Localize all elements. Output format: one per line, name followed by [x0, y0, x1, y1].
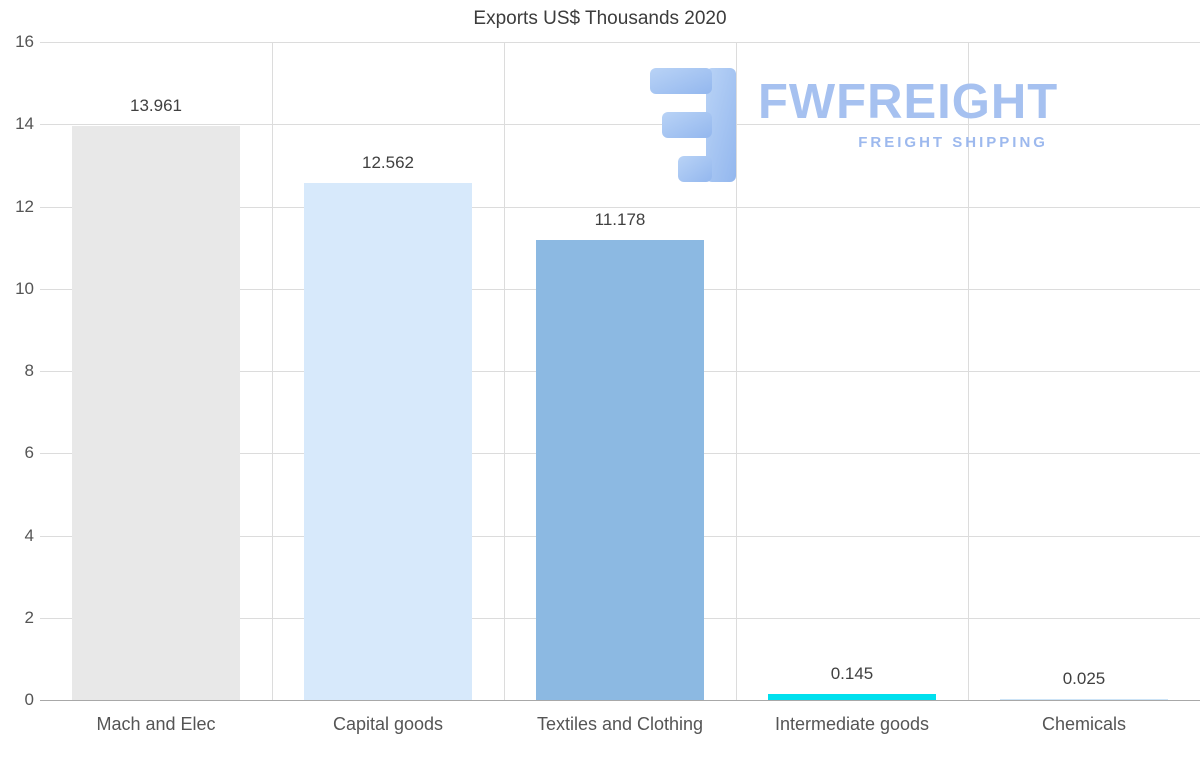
bar-value-label: 13.961 — [130, 95, 182, 115]
bar-intermediate-goods — [768, 694, 936, 700]
logo-name: FWFREIGHT — [758, 75, 1059, 129]
gridline-vertical — [272, 42, 273, 700]
bar-textiles-and-clothing — [536, 240, 704, 700]
gridline-vertical — [736, 42, 737, 700]
y-axis-tick-label: 14 — [15, 114, 34, 134]
x-axis-line — [40, 700, 1200, 701]
y-axis-tick-label: 4 — [24, 525, 34, 545]
gridline-horizontal — [40, 124, 1200, 126]
x-axis-category-label: Intermediate goods — [774, 714, 930, 734]
x-axis-category-label: Textiles and Clothing — [536, 714, 704, 734]
bar-value-label: 0.145 — [830, 664, 874, 684]
bar-chemicals — [1000, 698, 1168, 700]
fwfreight-logo-icon — [650, 68, 736, 182]
x-axis-category-label: Chemicals — [1041, 714, 1127, 734]
y-axis-tick-label: 8 — [24, 361, 34, 380]
logo-tagline: FREIGHT SHIPPING — [858, 133, 1048, 151]
x-axis-category-label: Mach and Elec — [96, 714, 216, 734]
bar-capital-goods — [304, 183, 472, 700]
bar-value-label: 0.025 — [1062, 668, 1106, 688]
bar-mach-and-elec — [72, 125, 240, 700]
y-axis-tick-label: 6 — [24, 443, 34, 463]
y-axis-tick-label: 2 — [24, 607, 34, 627]
gridline-vertical — [504, 42, 505, 700]
y-axis-tick-label: 10 — [15, 278, 34, 298]
gridline-horizontal — [40, 42, 1200, 43]
y-axis-tick-label: 12 — [15, 196, 34, 216]
gridline-vertical — [968, 42, 969, 700]
logo-text: FWFREIGHT FREIGHT SHIPPING — [758, 66, 1058, 151]
y-axis-tick-label: 0 — [24, 690, 34, 709]
gridline-horizontal — [40, 206, 1200, 208]
bar-value-label: 11.178 — [594, 210, 646, 230]
x-axis-category-label: Capital goods — [332, 714, 444, 734]
y-axis-tick-label: 16 — [15, 32, 34, 51]
chart-title: Exports US$ Thousands 2020 — [473, 8, 727, 29]
bar-value-label: 12.562 — [362, 153, 414, 173]
logo: FWFREIGHT FREIGHT SHIPPING — [648, 66, 1058, 184]
